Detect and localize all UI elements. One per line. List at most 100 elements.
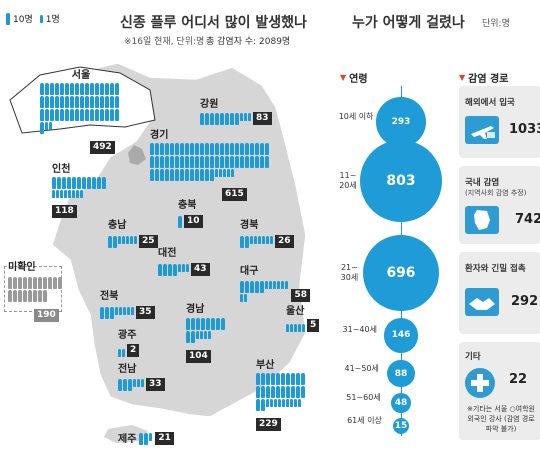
person-1-icon [240, 113, 243, 121]
person-10-icon [205, 169, 209, 181]
route-contact-title: 환자와 긴밀 접촉 [465, 264, 526, 274]
person-10-icon [82, 177, 86, 189]
person-10-icon [180, 156, 184, 168]
person-1-icon [294, 399, 297, 407]
person-1-icon [294, 324, 297, 332]
airplane-icon [465, 116, 499, 144]
person-10-icon [8, 290, 12, 302]
person-10-icon [200, 143, 204, 155]
person-10-icon [160, 156, 164, 168]
person-10-icon [72, 177, 76, 189]
person-10-icon [261, 373, 265, 385]
age-group-label: 51~60세 [346, 393, 381, 403]
person-10-icon [13, 290, 17, 302]
person-10-icon [260, 281, 264, 293]
person-1-icon [270, 236, 273, 244]
person-10-icon [265, 156, 269, 168]
person-10-icon [271, 386, 275, 398]
person-10-icon [95, 83, 99, 95]
person-1-icon [76, 190, 79, 198]
person-10-icon [65, 96, 69, 108]
person-10-icon [221, 318, 225, 330]
age-bubble: 15 [393, 418, 409, 434]
person-10-icon [256, 399, 260, 411]
chungbuk-people [178, 216, 182, 228]
unknown-people [8, 277, 62, 302]
person-10-icon [210, 143, 214, 155]
person-10-icon [286, 373, 290, 385]
person-1-icon [130, 236, 133, 244]
person-10-icon [50, 109, 54, 121]
person-10-icon [186, 318, 190, 330]
age-bubble: 293 [376, 97, 426, 147]
person-10-icon [296, 373, 300, 385]
person-10-icon [170, 143, 174, 155]
busan-people [256, 373, 306, 411]
region-gangwon-count: 83 [253, 112, 272, 125]
person-10-icon [95, 109, 99, 121]
region-incheon: 인천 118 [52, 160, 107, 218]
person-10-icon [60, 96, 64, 108]
person-10-icon [250, 156, 254, 168]
person-10-icon [266, 386, 270, 398]
person-1-icon [290, 399, 293, 407]
person-1-icon [298, 399, 301, 407]
person-10-icon [220, 156, 224, 168]
person-10-icon [286, 386, 290, 398]
person-10-icon [271, 373, 275, 385]
medical-cross-icon [465, 368, 495, 398]
person-10-icon [55, 83, 59, 95]
person-10-icon [168, 264, 172, 276]
person-10-icon [85, 109, 89, 121]
region-unknown-count: 190 [34, 309, 59, 322]
region-gwangju: 광주 2 [118, 326, 158, 357]
region-gyeongbuk-name: 경북 [240, 220, 259, 231]
person-10-icon [195, 169, 199, 181]
route-overseas-value: 1033 [509, 122, 540, 137]
gyeonggi-people [150, 143, 272, 181]
person-10-icon [40, 109, 44, 121]
person-10-icon [210, 156, 214, 168]
person-10-icon [55, 109, 59, 121]
person-1-icon [118, 236, 121, 244]
person-1-icon [266, 236, 269, 244]
person-10-icon [160, 169, 164, 181]
region-gyeonggi-count: 615 [222, 188, 247, 201]
person-10-icon [175, 169, 179, 181]
person-1-icon [290, 324, 293, 332]
person-10-icon [77, 177, 81, 189]
person-10-icon [108, 236, 112, 248]
map-subtitle: ※16일 현재, 단위:명 [124, 37, 205, 47]
route-domestic-title: 국내 감염 [465, 178, 500, 188]
person-10-icon [90, 109, 94, 121]
person-10-icon [75, 83, 79, 95]
region-gyeongbuk-count: 26 [275, 235, 294, 248]
person-1-icon [231, 169, 234, 177]
person-10-icon [110, 109, 114, 121]
person-1-icon [45, 122, 48, 130]
region-gyeongnam-name: 경남 [186, 304, 205, 315]
person-1-icon [56, 190, 59, 198]
person-10-icon [301, 386, 305, 398]
person-10-icon [105, 109, 109, 121]
person-10-icon [255, 143, 259, 155]
person-10-icon [50, 96, 54, 108]
person-10-icon [43, 277, 47, 289]
person-1-icon [200, 331, 203, 339]
person-10-icon [52, 177, 56, 189]
region-chungbuk-name: 충북 [178, 200, 197, 211]
route-contact-value: 292 [511, 294, 539, 309]
person-10-icon [28, 290, 32, 302]
gyeongnam-people [186, 318, 226, 343]
region-unknown-name: 미확인 [8, 262, 36, 273]
person-10-icon [160, 143, 164, 155]
person-1-icon [182, 264, 185, 272]
seoul-people [40, 83, 122, 134]
person-10-icon [175, 156, 179, 168]
person-10-icon [13, 277, 17, 289]
person-1-icon [118, 349, 121, 357]
person-10-icon [102, 177, 106, 189]
person-10-icon [220, 143, 224, 155]
person-10-icon [210, 113, 214, 125]
region-jeonbuk-name: 전북 [100, 291, 119, 302]
